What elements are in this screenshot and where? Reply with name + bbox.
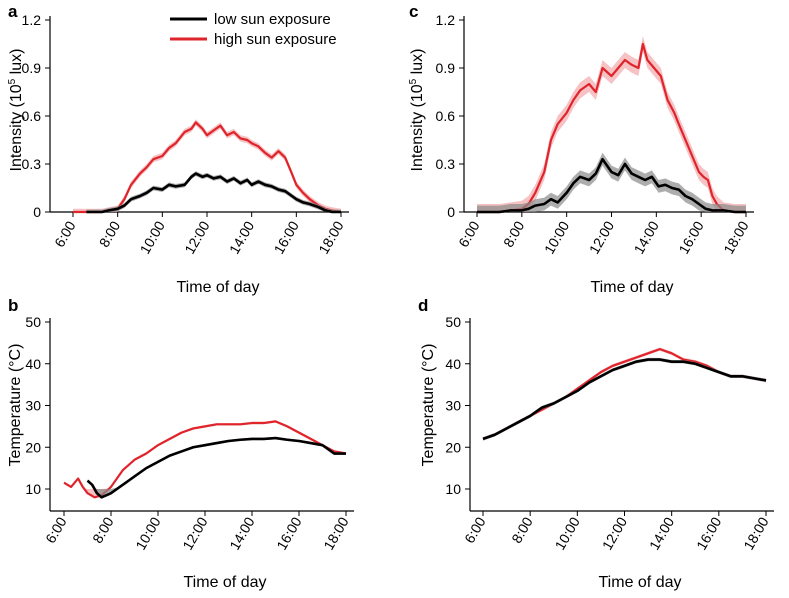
plot-a: 0 0.3 0.6 0.9 1.2 6:00 8:00 10:00 12:00 14:00 16:0… [22,12,349,257]
y-tick-label-c: 1.2 [436,12,456,28]
series-low-d [482,358,767,441]
panel-b: b 10 20 30 40 50 6:00 8:00 10:00 12:00 14:00 16:00… [7,296,354,591]
band-low-c [477,152,746,212]
band-high-b [64,420,346,497]
y-tick-label-d: 30 [445,398,461,414]
ylabel-c-prefix: Intensity (10 [409,84,426,171]
series-high-c [477,42,746,214]
x-tick-label-a: 6:00 [51,218,79,250]
ylabel-a-prefix: Intensity (10 [8,84,25,171]
x-tick-label-a: 10:00 [137,218,168,257]
y-tick-label-b: 30 [25,398,41,414]
xlabel-c: Time of day [591,279,674,296]
y-tick-label-a: 0 [33,204,41,220]
x-tick-label-c: 14:00 [631,218,662,257]
series-high-d [482,348,767,440]
plot-c: 0 0.3 0.6 0.9 1.2 6:00 8:00 10:00 12:00 14:00 16:0… [436,12,754,257]
x-tick-label-c: 8:00 [500,218,528,250]
y-tick-label-b: 20 [25,439,41,455]
ylabel-c: Intensity (105 lux) [408,49,426,172]
y-tick-label-d: 10 [445,481,461,497]
x-tick-label-d: 10:00 [552,514,583,553]
series-low-c [477,157,746,214]
x-tick-label-b: 18:00 [320,514,351,553]
x-tick-label-d: 12:00 [599,514,630,553]
y-tick-label-d: 40 [445,356,461,372]
x-tick-label-d: 8:00 [508,514,536,546]
plot-b: 10 20 30 40 50 6:00 8:00 10:00 12:00 14:00 16:00 18… [25,314,354,553]
y-tick-label-a: 1.2 [22,12,42,28]
x-tick-label-b: 14:00 [226,514,257,553]
y-tick-label-d: 50 [445,314,461,330]
panel-letter-d: d [418,296,428,315]
x-tick-label-a: 18:00 [315,218,346,257]
y-tick-label-b: 50 [25,314,41,330]
x-tick-label-b: 6:00 [42,514,70,546]
y-tick-label-b: 10 [25,481,41,497]
ylabel-a-sup: 5 [7,78,18,84]
ylabel-c-suffix: lux) [409,49,426,79]
x-tick-label-a: 14:00 [226,218,257,257]
y-tick-label-a: 0.6 [22,108,42,124]
ylabel-d: Temperature (°C) [420,344,437,467]
x-tick-label-c: 6:00 [455,218,483,250]
x-tick-label-d: 6:00 [461,514,489,546]
panel-d: d 10 20 30 40 50 6:00 8:00 10:00 12:00 14:00 16:00… [418,296,774,591]
panel-letter-a: a [8,2,18,21]
y-tick-label-a: 0.9 [22,60,42,76]
legend-label-low: low sun exposure [214,11,331,28]
x-tick-label-a: 12:00 [181,218,212,257]
band-high-a [73,119,341,212]
x-tick-label-a: 8:00 [96,218,124,250]
series-low-a [86,172,341,214]
x-tick-label-d: 18:00 [740,514,771,553]
series-high-a [73,121,342,214]
x-tick-label-c: 12:00 [586,218,617,257]
panel-letter-b: b [8,296,18,315]
x-tick-label-d: 14:00 [646,514,677,553]
series-low-b [86,436,346,499]
y-tick-label-d: 20 [445,439,461,455]
xlabel-a: Time of day [177,279,260,296]
y-tick-label-c: 0.9 [436,60,456,76]
x-tick-label-c: 10:00 [541,218,572,257]
x-tick-label-b: 8:00 [89,514,117,546]
panel-a: a 0 0.3 0.6 0.9 1.2 6:00 8:00 10:00 12:00 14:00 16… [7,2,349,296]
xlabel-d: Time of day [599,574,682,591]
ylabel-a-suffix: lux) [8,49,25,79]
x-tick-label-c: 16:00 [675,218,706,257]
ylabel-c-sup: 5 [408,78,419,84]
y-tick-label-b: 40 [25,356,41,372]
band-high-c [477,36,746,212]
legend-label-high: high sun exposure [214,31,337,48]
band-low-d [483,357,766,441]
panel-letter-c: c [409,2,418,21]
y-tick-label-c: 0 [447,204,455,220]
ylabel-a: Intensity (105 lux) [7,49,25,172]
y-tick-label-c: 0.3 [436,156,456,172]
ylabel-b: Temperature (°C) [7,344,24,467]
x-tick-label-b: 10:00 [132,514,163,553]
legend: low sun exposure high sun exposure [170,11,337,48]
x-tick-label-b: 12:00 [179,514,210,553]
x-tick-label-b: 16:00 [273,514,304,553]
x-tick-label-d: 16:00 [693,514,724,553]
series-high-b [63,420,347,499]
x-tick-label-a: 16:00 [271,218,302,257]
x-tick-label-c: 18:00 [720,218,751,257]
plot-d: 10 20 30 40 50 6:00 8:00 10:00 12:00 14:00 16:00 18… [445,314,774,553]
xlabel-b: Time of day [184,574,267,591]
panel-c: c 0 0.3 0.6 0.9 1.2 6:00 8:00 10:00 12:00 14:00 16… [408,2,754,296]
y-tick-label-a: 0.3 [22,156,42,172]
y-tick-label-c: 0.6 [436,108,456,124]
